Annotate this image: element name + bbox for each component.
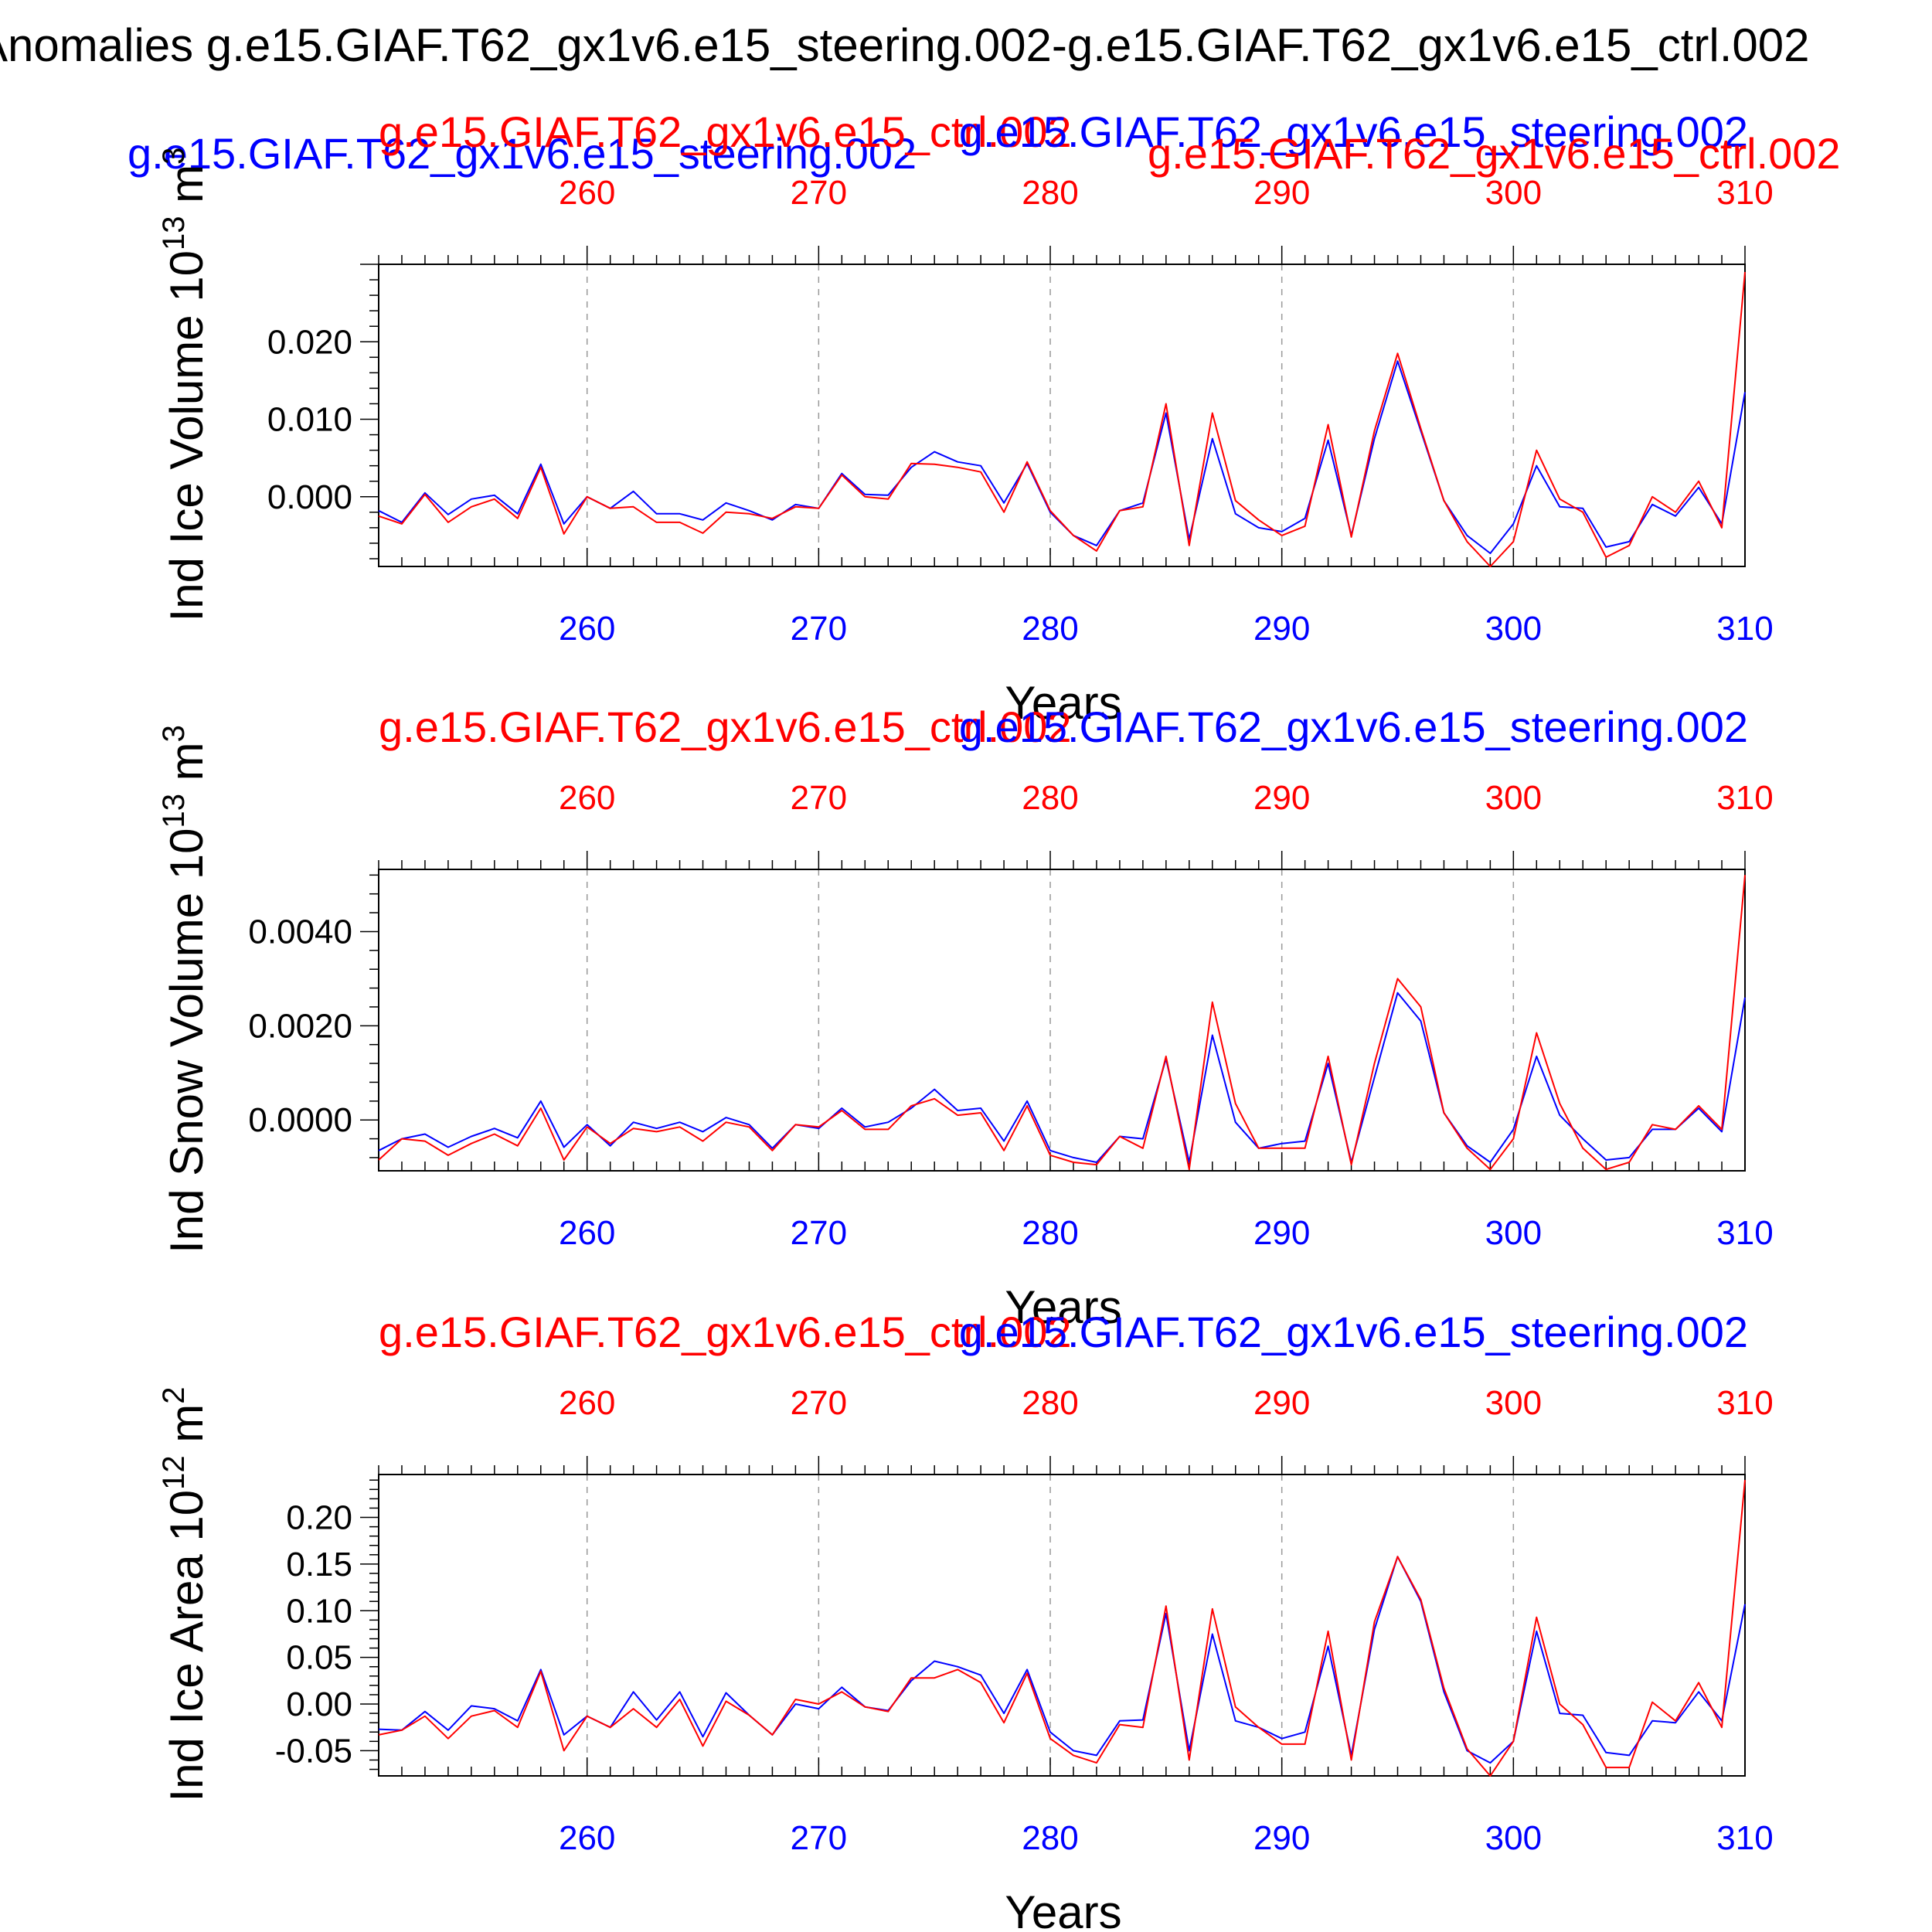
steering-label-left: g.e15.GIAF.T62_gx1v6.e15_steering.002 bbox=[128, 129, 917, 178]
y-axis-label-part: Ind Snow Volume 10 bbox=[161, 828, 213, 1253]
panel-1: 0.000 0.010 0.020 260 260 270 270 280 280 290 290 3… bbox=[128, 107, 1841, 729]
x-tick-label-bottom: 290 bbox=[1253, 1819, 1310, 1857]
x-tick-label-bottom: 280 bbox=[1022, 1214, 1078, 1252]
steering-label: g.e15.GIAF.T62_gx1v6.e15_steering.002 bbox=[959, 1308, 1748, 1356]
x-tick-label-bottom: 310 bbox=[1716, 610, 1773, 648]
ctrl-label: g.e15.GIAF.T62_gx1v6.e15_ctrl.002 bbox=[379, 1308, 1072, 1356]
x-tick-label-bottom: 280 bbox=[1022, 1819, 1078, 1857]
x-tick-label-bottom: 300 bbox=[1485, 1819, 1542, 1857]
x-tick-label-bottom: 260 bbox=[559, 1214, 615, 1252]
x-tick-label-bottom: 290 bbox=[1253, 1214, 1310, 1252]
panel-3: -0.05 0.00 0.05 0.10 0.15 0.20 260 260 270 270 280… bbox=[157, 1308, 1774, 1932]
y-axis-label-part: m bbox=[161, 742, 213, 794]
x-tick-label-bottom: 290 bbox=[1253, 610, 1310, 648]
y-axis-label: Ind Ice Volume 1013 m3 bbox=[157, 148, 213, 622]
series-points-ctrl bbox=[378, 875, 1746, 1170]
x-axis-label: Years bbox=[1005, 1886, 1121, 1932]
y-tick-label: 0.20 bbox=[286, 1499, 352, 1537]
y-axis-label-part: 13 bbox=[157, 216, 191, 251]
y-axis-label-part: m bbox=[161, 165, 213, 216]
y-axis-label: Ind Snow Volume 1013 m3 bbox=[157, 725, 213, 1253]
x-tick-label-top: 280 bbox=[1022, 1384, 1078, 1422]
x-tick-label-top: 290 bbox=[1253, 1384, 1310, 1422]
y-axis-label-part: 12 bbox=[157, 1455, 191, 1490]
x-tick-label-top: 310 bbox=[1716, 174, 1773, 212]
x-tick-label-top: 310 bbox=[1716, 1384, 1773, 1422]
y-axis-label-part: 13 bbox=[157, 794, 191, 828]
series-points-steering bbox=[378, 992, 1746, 1163]
panel-2: 0.0000 0.0020 0.0040 260 260 270 270 280 280 290 2… bbox=[157, 702, 1774, 1333]
plot-frame bbox=[378, 869, 1746, 1172]
plot-frame bbox=[378, 264, 1746, 567]
x-tick-label-top: 260 bbox=[559, 1384, 615, 1422]
x-tick-label-top: 270 bbox=[791, 1384, 847, 1422]
x-tick-label-bottom: 280 bbox=[1022, 610, 1078, 648]
ctrl-label-left: g.e15.GIAF.T62_gx1v6.e15_ctrl.002 bbox=[379, 107, 1072, 156]
y-tick-label: 0.05 bbox=[286, 1639, 352, 1677]
y-tick-label: 0.15 bbox=[286, 1546, 352, 1583]
series-line-ctrl bbox=[378, 1480, 1746, 1777]
x-tick-label-top: 290 bbox=[1253, 779, 1310, 817]
x-tick-label-bottom: 270 bbox=[791, 1214, 847, 1252]
x-tick-label-bottom: 300 bbox=[1485, 610, 1542, 648]
x-axis-label: Years bbox=[1005, 677, 1121, 729]
ctrl-label-right: g.e15.GIAF.T62_gx1v6.e15_ctrl.002 bbox=[1148, 129, 1841, 178]
y-axis-label-part: m bbox=[161, 1404, 213, 1456]
steering-label: g.e15.GIAF.T62_gx1v6.e15_steering.002 bbox=[959, 702, 1748, 751]
steering-label-right: g.e15.GIAF.T62_gx1v6.e15_steering.002 bbox=[959, 107, 1748, 156]
plot-frame bbox=[378, 1474, 1746, 1777]
series-points-ctrl bbox=[378, 1480, 1746, 1777]
y-axis-label-part: Ind Ice Area 10 bbox=[161, 1490, 213, 1802]
y-axis-label-part: 3 bbox=[157, 148, 191, 165]
y-tick-label: 0.10 bbox=[286, 1592, 352, 1630]
y-axis-label: Ind Ice Area 1012 m2 bbox=[157, 1386, 213, 1801]
y-tick-label: 0.010 bbox=[267, 401, 352, 439]
x-tick-label-top: 260 bbox=[559, 174, 615, 212]
x-tick-label-top: 310 bbox=[1716, 779, 1773, 817]
x-tick-label-bottom: 260 bbox=[559, 1819, 615, 1857]
series-points-ctrl bbox=[378, 272, 1746, 567]
series-line-ctrl bbox=[378, 271, 1746, 567]
series-line-ctrl bbox=[378, 875, 1746, 1171]
figure-title: Anomalies g.e15.GIAF.T62_gx1v6.e15_steer… bbox=[0, 19, 1810, 71]
y-tick-label: 0.0040 bbox=[248, 913, 352, 951]
y-axis-label-part: 2 bbox=[157, 1386, 191, 1403]
y-tick-label: -0.05 bbox=[275, 1732, 352, 1770]
x-tick-label-bottom: 300 bbox=[1485, 1214, 1542, 1252]
x-tick-label-bottom: 270 bbox=[791, 610, 847, 648]
x-tick-label-top: 290 bbox=[1253, 174, 1310, 212]
x-tick-label-top: 280 bbox=[1022, 779, 1078, 817]
x-tick-label-top: 300 bbox=[1485, 174, 1542, 212]
series-line-steering bbox=[378, 1556, 1746, 1764]
y-axis-label-part: 3 bbox=[157, 725, 191, 742]
series-line-steering bbox=[378, 992, 1746, 1163]
x-tick-label-top: 270 bbox=[791, 779, 847, 817]
y-tick-label: 0.00 bbox=[286, 1685, 352, 1723]
x-tick-label-top: 300 bbox=[1485, 1384, 1542, 1422]
y-tick-label: 0.0000 bbox=[248, 1101, 352, 1139]
x-tick-label-bottom: 310 bbox=[1716, 1214, 1773, 1252]
y-tick-label: 0.0020 bbox=[248, 1007, 352, 1045]
x-axis-label: Years bbox=[1005, 1281, 1121, 1333]
x-tick-label-bottom: 260 bbox=[559, 610, 615, 648]
y-tick-label: 0.000 bbox=[267, 478, 352, 516]
x-tick-label-bottom: 270 bbox=[791, 1819, 847, 1857]
x-tick-label-top: 270 bbox=[791, 174, 847, 212]
y-axis-label-part: Ind Ice Volume 10 bbox=[161, 250, 213, 621]
y-tick-label: 0.020 bbox=[267, 323, 352, 361]
x-tick-label-top: 260 bbox=[559, 779, 615, 817]
x-tick-label-top: 300 bbox=[1485, 779, 1542, 817]
ctrl-label: g.e15.GIAF.T62_gx1v6.e15_ctrl.002 bbox=[379, 702, 1072, 751]
series-points-steering bbox=[378, 1556, 1746, 1764]
x-tick-label-bottom: 310 bbox=[1716, 1819, 1773, 1857]
x-tick-label-top: 280 bbox=[1022, 174, 1078, 212]
